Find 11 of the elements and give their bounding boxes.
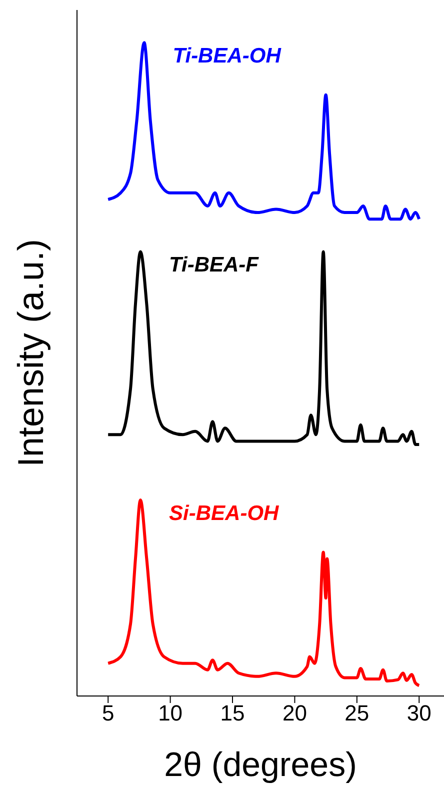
- series-label: Ti-BEA-F: [169, 254, 260, 277]
- x-tick-label: 30: [406, 700, 432, 726]
- x-axis-title: 2θ (degrees): [164, 746, 357, 784]
- x-tick-label: 15: [220, 700, 245, 726]
- y-axis-title: Intensity (a.u.): [10, 238, 51, 468]
- x-tick-label: 10: [158, 700, 183, 726]
- x-tick-label: 20: [282, 700, 307, 726]
- series-label: Si-BEA-OH: [169, 502, 280, 525]
- x-tick-label: 25: [344, 700, 370, 726]
- series-label: Ti-BEA-OH: [172, 44, 282, 68]
- x-tick-label: 5: [102, 700, 114, 726]
